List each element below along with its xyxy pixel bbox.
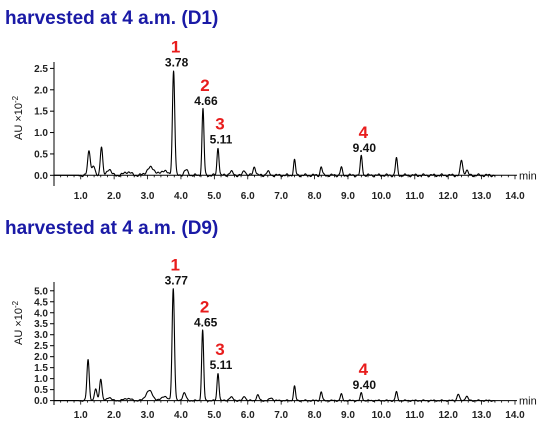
x-tick-label: 12.0	[438, 410, 458, 421]
chart-title: harvested at 4 a.m. (D9)	[5, 218, 218, 239]
x-tick-label: 14.0	[505, 410, 525, 421]
x-tick-label: 10.0	[372, 191, 392, 202]
peak-retention-time: 3.77	[165, 274, 189, 288]
x-tick-label: 14.0	[505, 191, 525, 202]
x-tick-label: 8.0	[308, 410, 322, 421]
x-tick-label: 11.0	[405, 191, 424, 202]
x-tick-label: 12.0	[438, 191, 458, 202]
x-tick-label: 4.0	[174, 410, 188, 421]
peak-number: 2	[200, 76, 209, 95]
peak-retention-time: 9.40	[353, 141, 377, 155]
y-tick-label: 0.5	[34, 385, 48, 396]
x-tick-label: 3.0	[141, 410, 155, 421]
y-tick-label: 4.0	[34, 308, 48, 319]
peak-retention-time: 4.66	[194, 94, 218, 108]
y-tick-label: 2.0	[34, 85, 48, 96]
y-tick-label: 1.5	[34, 107, 48, 118]
y-axis-label-base: AU ×10	[13, 308, 25, 345]
peak-number: 2	[200, 297, 209, 316]
y-tick-label: 1.0	[34, 128, 48, 139]
chart-panel-1: harvested at 4 a.m. (D1) 0.0 0.5 1.0 1.5 2.0 2…	[5, 8, 537, 202]
peak-number: 4	[359, 123, 369, 142]
y-tick-label: 2.0	[34, 352, 48, 363]
y-tick-label: 2.5	[34, 64, 48, 75]
x-tick-label: 13.0	[472, 410, 492, 421]
x-tick-label: 2.0	[107, 410, 121, 421]
peak-retention-time: 5.11	[210, 133, 233, 147]
x-tick-label: 6.0	[241, 191, 255, 202]
chart-title: harvested at 4 a.m. (D1)	[5, 8, 218, 29]
peak-number: 3	[215, 115, 224, 134]
x-tick-label: 7.0	[274, 410, 288, 421]
y-tick-label: 0.5	[34, 149, 48, 160]
chromatogram-trace	[53, 288, 496, 402]
x-tick-label: 9.0	[341, 191, 355, 202]
y-tick-label: 0.0	[34, 171, 48, 182]
x-tick-label: 13.0	[472, 191, 492, 202]
y-axis-label-base: AU ×10	[13, 103, 25, 140]
y-tick-label: 4.5	[34, 297, 48, 308]
x-tick-label: 1.0	[74, 410, 88, 421]
peak-number: 1	[171, 38, 180, 57]
y-tick-label: 3.5	[34, 319, 48, 330]
chromatogram-trace	[53, 70, 496, 178]
x-tick-label: 1.0	[74, 191, 88, 202]
x-axis-label: min	[519, 170, 537, 182]
y-axis-label: AU ×10-2	[11, 300, 25, 345]
x-tick-label: 6.0	[241, 410, 255, 421]
y-axis-label-exponent: -2	[11, 300, 20, 308]
x-tick-label: 8.0	[308, 191, 322, 202]
peak-number: 4	[359, 360, 369, 379]
chart-panel-2: harvested at 4 a.m. (D9)0.00.51.01.52.02…	[5, 218, 537, 421]
x-tick-label: 9.0	[341, 410, 355, 421]
y-tick-label: 3.0	[34, 330, 48, 341]
y-tick-label: 0.0	[34, 396, 48, 407]
x-tick-label: 5.0	[207, 191, 221, 202]
x-tick-label: 7.0	[274, 191, 288, 202]
x-tick-label: 4.0	[174, 191, 188, 202]
peak-retention-time: 5.11	[210, 358, 233, 372]
x-tick-label: 10.0	[372, 410, 392, 421]
x-axis-label: min	[519, 396, 537, 408]
peak-number: 3	[215, 340, 224, 359]
y-axis-label: AU ×10-2	[11, 95, 25, 140]
y-axis-label-exponent: -2	[11, 95, 20, 103]
peak-number: 1	[171, 256, 180, 275]
x-tick-label: 11.0	[405, 410, 424, 421]
y-tick-label: 2.5	[34, 341, 48, 352]
peak-retention-time: 4.65	[194, 315, 218, 329]
y-tick-label: 1.0	[34, 374, 48, 385]
x-tick-label: 3.0	[141, 191, 155, 202]
peak-retention-time: 9.40	[353, 378, 377, 392]
x-tick-label: 5.0	[207, 410, 221, 421]
y-tick-label: 5.0	[34, 286, 48, 297]
peak-retention-time: 3.78	[165, 56, 189, 70]
x-tick-label: 2.0	[107, 191, 121, 202]
y-tick-label: 1.5	[34, 363, 48, 374]
